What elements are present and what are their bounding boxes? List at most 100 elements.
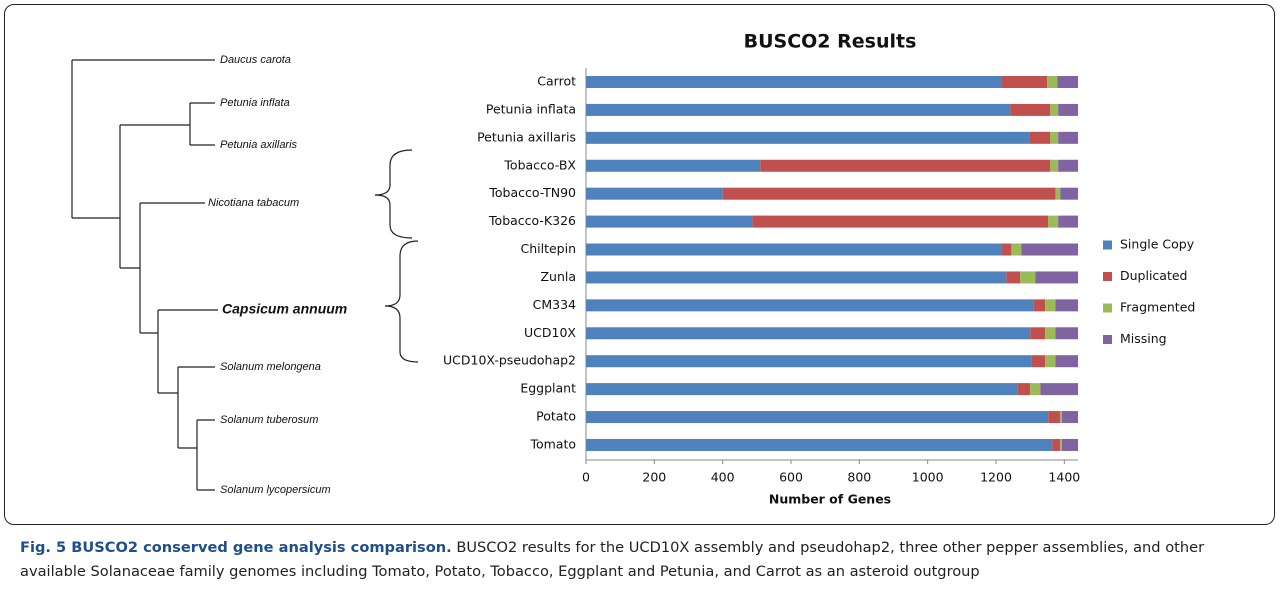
leaf-label: Daucus carota bbox=[220, 54, 291, 66]
x-tick-label: 200 bbox=[642, 470, 666, 485]
bar-segment bbox=[1058, 159, 1078, 172]
y-tick-label: Tobacco-TN90 bbox=[488, 185, 576, 200]
bar-segment bbox=[1020, 271, 1036, 284]
leaf-label: Solanum lycopersicum bbox=[220, 484, 331, 496]
y-tick-label: CM334 bbox=[533, 297, 576, 312]
bar-segment bbox=[1060, 187, 1078, 200]
bar-segment bbox=[1006, 271, 1021, 284]
legend-label: Fragmented bbox=[1120, 300, 1195, 315]
legend-swatch bbox=[1103, 303, 1112, 313]
y-tick-label: Tomato bbox=[529, 436, 576, 451]
bar-segment bbox=[1055, 299, 1078, 312]
bar-segment bbox=[586, 355, 1032, 368]
caption-label: Fig. 5 BUSCO2 conserved gene analysis co… bbox=[20, 539, 452, 556]
bar-segment bbox=[752, 215, 1049, 228]
y-tick-label: Carrot bbox=[537, 74, 576, 89]
bar-segment bbox=[1030, 383, 1041, 396]
legend-label: Duplicated bbox=[1120, 268, 1188, 283]
caption: Fig. 5 BUSCO2 conserved gene analysis co… bbox=[20, 536, 1270, 584]
brace bbox=[374, 149, 419, 363]
bar-segment bbox=[1057, 76, 1078, 88]
bar-segment bbox=[760, 159, 1051, 172]
leaf-label: Petunia inflata bbox=[220, 97, 290, 109]
bar-segment bbox=[586, 383, 1018, 396]
legend-swatch bbox=[1103, 240, 1112, 250]
bar-segment bbox=[586, 76, 1002, 88]
bar-segment bbox=[722, 187, 1056, 200]
bar-segment bbox=[586, 299, 1034, 312]
bar-segment bbox=[1029, 131, 1051, 144]
legend-swatch bbox=[1103, 272, 1112, 281]
bar-segment bbox=[1058, 131, 1078, 144]
bar-segment bbox=[586, 187, 723, 200]
bar-segment bbox=[1060, 411, 1062, 424]
bar-segment bbox=[1055, 355, 1078, 368]
y-tick-label: Petunia axillaris bbox=[477, 129, 576, 144]
bar-segment bbox=[1045, 299, 1056, 312]
bar-segment bbox=[1001, 76, 1048, 88]
bar-segment bbox=[1047, 76, 1058, 88]
bar-segment bbox=[1033, 299, 1046, 312]
bar-segment bbox=[1048, 215, 1059, 228]
bar-segment bbox=[586, 243, 1002, 256]
bar-segment bbox=[586, 103, 1011, 116]
bar-segment bbox=[1055, 327, 1078, 340]
bar-segment bbox=[586, 159, 761, 172]
bar-segment bbox=[1030, 327, 1046, 340]
bar-segment bbox=[1021, 243, 1078, 256]
bar-segment bbox=[1061, 438, 1078, 451]
bar-segment bbox=[1052, 438, 1061, 451]
bar-segment bbox=[1017, 383, 1031, 396]
x-tick-label: 1200 bbox=[980, 470, 1012, 485]
bar-segment bbox=[1010, 103, 1051, 116]
x-tick-label: 400 bbox=[711, 470, 735, 485]
y-tick-label: UCD10X bbox=[524, 325, 576, 340]
y-tick-label: Zunla bbox=[540, 269, 576, 284]
y-tick-label: Petunia inflata bbox=[486, 101, 576, 116]
y-tick-label: UCD10X-pseudohap2 bbox=[443, 353, 576, 368]
leaf-label: Petunia axillaris bbox=[220, 139, 298, 151]
legend-swatch bbox=[1103, 335, 1112, 344]
bar-segment bbox=[586, 411, 1049, 424]
bar-segment bbox=[1045, 327, 1056, 340]
bar-segment bbox=[586, 327, 1031, 340]
bar-segment bbox=[1050, 103, 1059, 116]
bar-segment bbox=[1055, 187, 1061, 200]
bar-segment bbox=[586, 438, 1053, 451]
bar-segment bbox=[1058, 103, 1078, 116]
bar-segment bbox=[1031, 355, 1046, 368]
leaf-label: Solanum tuberosum bbox=[220, 414, 318, 426]
y-tick-label: Eggplant bbox=[520, 381, 576, 396]
figure-frame bbox=[4, 4, 1275, 525]
legend-label: Single Copy bbox=[1120, 237, 1195, 252]
leaf-label: Solanum melongena bbox=[220, 361, 321, 373]
bar-segment bbox=[1001, 243, 1012, 256]
bar-segment bbox=[1045, 355, 1056, 368]
y-tick-label: Tobacco-K326 bbox=[488, 213, 576, 228]
bar-segment bbox=[586, 215, 753, 228]
bar-segment bbox=[1011, 243, 1022, 256]
bar-segment bbox=[1060, 438, 1062, 451]
y-tick-label: Chiltepin bbox=[520, 241, 576, 256]
phylogenetic-tree bbox=[71, 59, 218, 491]
leaf-label: Capsicum annuum bbox=[222, 301, 347, 317]
x-tick-label: 1000 bbox=[912, 470, 944, 485]
leaf-label: Nicotiana tabacum bbox=[208, 197, 299, 209]
y-tick-label: Potato bbox=[536, 409, 576, 424]
bar-segment bbox=[1035, 271, 1078, 284]
x-tick-label: 0 bbox=[582, 470, 590, 485]
bar-segment bbox=[586, 271, 1007, 284]
bar-segment bbox=[1058, 215, 1078, 228]
x-axis-label: Number of Genes bbox=[769, 492, 891, 507]
x-tick-label: 1400 bbox=[1048, 470, 1080, 485]
bar-segment bbox=[1040, 383, 1078, 396]
caption-text: BUSCO2 results for the UCD10X assembly a… bbox=[20, 539, 1205, 580]
bar-segment bbox=[1061, 411, 1078, 424]
bar-segment bbox=[1048, 411, 1061, 424]
y-tick-label: Tobacco-BX bbox=[503, 157, 576, 172]
x-tick-label: 600 bbox=[779, 470, 803, 485]
bar-segment bbox=[1050, 131, 1059, 144]
bar-segment bbox=[1050, 159, 1059, 172]
